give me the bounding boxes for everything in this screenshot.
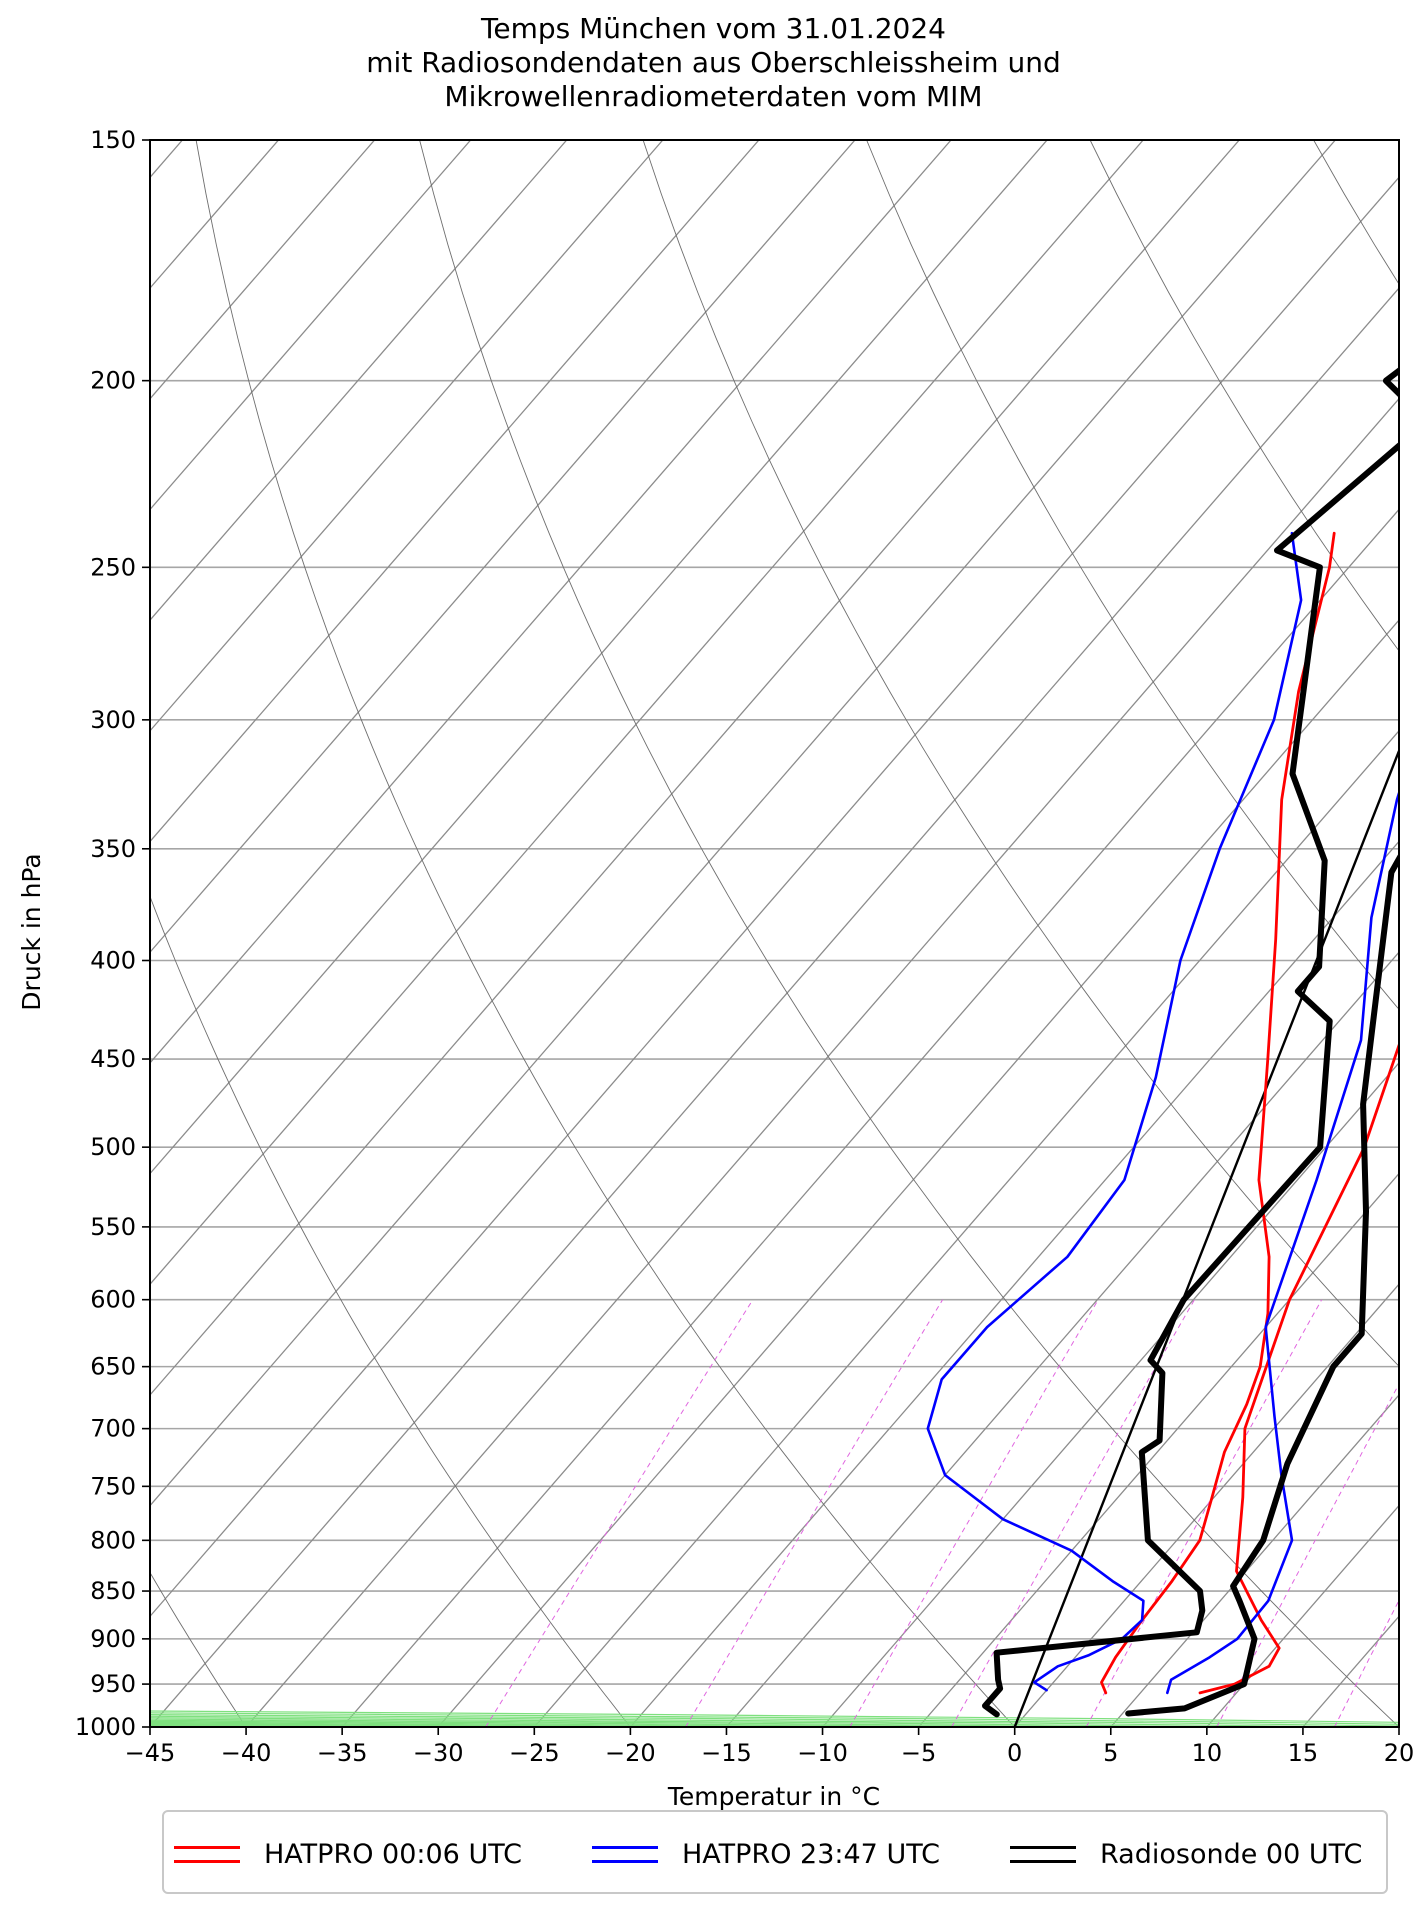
mixing-ratio-line — [685, 1299, 944, 1727]
y-tick-label: 850 — [90, 1577, 136, 1605]
chart-title-line: Temps München vom 31.01.2024 — [481, 12, 946, 45]
chart-title-line: Mikrowellenradiometerdaten vom MIM — [444, 80, 983, 113]
isotherm-line — [341, 508, 1399, 1727]
y-tick-label: 600 — [90, 1286, 136, 1314]
x-tick-label: −15 — [701, 1739, 752, 1767]
series-line-radiosonde-00-utc-dewpoint — [1125, 852, 1399, 1717]
isotherm-line — [150, 140, 856, 954]
x-tick-label: −5 — [901, 1739, 936, 1767]
y-tick-label: 950 — [90, 1670, 136, 1698]
isotherm-line — [150, 140, 1144, 1286]
mixing-ratio-line — [951, 1299, 1195, 1727]
axes: −45 −40 −35 −30 −25 −20 −15 −10 −5 0 5 10 15 20 150 200… — [75, 126, 1414, 1767]
dry-adiabat-line — [195, 140, 1016, 1727]
y-tick-label: 250 — [90, 553, 136, 581]
y-tick-label: 150 — [90, 126, 136, 154]
dry-adiabat-line — [642, 140, 1399, 1367]
y-tick-label: 200 — [90, 367, 136, 395]
y-axis-label: Druck in hPa — [17, 853, 46, 1010]
isotherm-line — [533, 729, 1399, 1727]
y-tick-label: 1000 — [75, 1713, 136, 1741]
isotherm-line — [150, 140, 760, 843]
x-axis-label: Temperatur in °C — [667, 1782, 880, 1811]
x-tick-label: 20 — [1384, 1739, 1415, 1767]
x-tick-label: −30 — [413, 1739, 464, 1767]
reference-line — [1013, 750, 1399, 1727]
x-tick-label: −40 — [221, 1739, 272, 1767]
y-tick-label: 500 — [90, 1133, 136, 1161]
isotherm-line — [437, 619, 1399, 1727]
isotherm-line — [150, 287, 1399, 1727]
isotherm-line — [245, 397, 1399, 1727]
x-tick-label: 5 — [1103, 1739, 1118, 1767]
moist-adiabat-line — [150, 1714, 1399, 1727]
legend-item: HATPRO 00:06 UTC — [174, 1812, 522, 1896]
moist-adiabat-line — [150, 1710, 1399, 1723]
series-line-hatpro-23-47-utc-dewpoint — [1166, 788, 1399, 1695]
chart-title-line: mit Radiosondendaten aus Oberschleisshei… — [366, 46, 1061, 79]
dry-adiabat-line — [866, 140, 1399, 1011]
isotherm-line — [1110, 1393, 1399, 1727]
y-tick-label: 800 — [90, 1526, 136, 1554]
series-line-radiosonde-00-utc-temperature — [982, 367, 1399, 1718]
x-tick-label: −10 — [797, 1739, 848, 1767]
legend-item: Radiosonde 00 UTC — [1010, 1812, 1362, 1896]
x-tick-label: −25 — [509, 1739, 560, 1767]
dry-adiabat-line — [150, 895, 631, 1727]
mixing-ratio-line — [849, 1299, 1099, 1727]
y-tick-label: 400 — [90, 946, 136, 974]
x-tick-label: 0 — [1007, 1739, 1022, 1767]
x-tick-label: −35 — [317, 1739, 368, 1767]
y-tick-label: 650 — [90, 1353, 136, 1381]
y-tick-label: 450 — [90, 1045, 136, 1073]
legend-label: HATPRO 00:06 UTC — [264, 1838, 522, 1870]
isotherm-line — [150, 140, 1336, 1507]
legend-swatch-blue — [592, 1835, 658, 1874]
y-tick-label: 350 — [90, 835, 136, 863]
isotherm-line — [150, 176, 1399, 1618]
isotherm-line — [150, 140, 568, 622]
data-series — [926, 367, 1399, 1718]
isotherm-line — [150, 140, 472, 511]
x-tick-label: 15 — [1288, 1739, 1319, 1767]
isotherm-line — [150, 140, 376, 400]
legend-swatch-red — [174, 1835, 240, 1874]
moist-adiabat-line — [150, 1712, 1399, 1725]
mixing-ratio-line — [1421, 1300, 1427, 1727]
y-tick-label: 300 — [90, 706, 136, 734]
isotherm-line — [725, 951, 1399, 1727]
x-tick-label: 10 — [1192, 1739, 1223, 1767]
plot-frame — [149, 139, 1400, 1728]
dry-adiabat-line — [419, 140, 1399, 1727]
y-tick-label: 550 — [90, 1213, 136, 1241]
isotherm-line — [150, 140, 1048, 1175]
isotherm-line — [150, 140, 1240, 1396]
isotherm-line — [1398, 1726, 1399, 1727]
y-tick-label: 750 — [90, 1472, 136, 1500]
isotherm-line — [918, 1172, 1399, 1727]
y-tick-label: 700 — [90, 1415, 136, 1443]
mixing-ratio-line — [1085, 1299, 1323, 1727]
mixing-ratio-line — [485, 1299, 754, 1727]
isotherm-line — [150, 140, 952, 1064]
legend-label: Radiosonde 00 UTC — [1100, 1838, 1363, 1870]
legend-label: HATPRO 23:47 UTC — [682, 1838, 940, 1870]
dry-adiabat-line — [150, 1571, 247, 1727]
series-line-hatpro-00-06-utc-dewpoint — [1198, 1040, 1399, 1695]
chart-title: Temps München vom 31.01.2024 mit Radioso… — [0, 12, 1427, 114]
legend-item: HATPRO 23:47 UTC — [592, 1812, 940, 1896]
mixing-ratio-line — [1334, 1599, 1399, 1727]
legend-swatch-black — [1010, 1835, 1076, 1874]
dry-adiabat-line — [1089, 140, 1399, 652]
isotherm-line — [1014, 1283, 1399, 1727]
series-line-hatpro-23-47-utc-temperature — [926, 531, 1303, 1692]
x-tick-label: −45 — [125, 1739, 176, 1767]
x-tick-label: −20 — [605, 1739, 656, 1767]
legend: HATPRO 00:06 UTC HATPRO 23:47 UTC Radios… — [162, 1810, 1388, 1894]
isotherm-line — [822, 1061, 1399, 1727]
background-grid — [150, 140, 1427, 1727]
y-tick-label: 900 — [90, 1625, 136, 1653]
isotherm-line — [150, 140, 664, 732]
